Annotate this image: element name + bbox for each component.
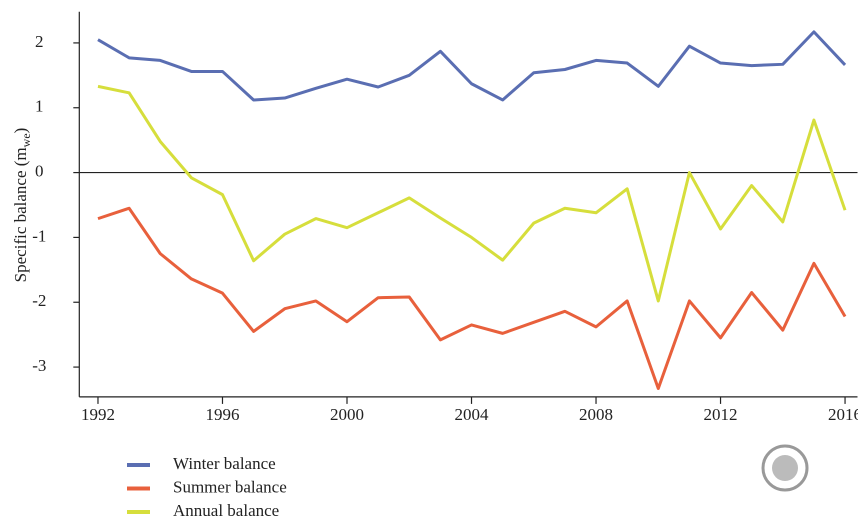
legend-label: Summer balance [173,477,287,496]
y-tick-label: 2 [35,32,44,51]
x-tick-label: 2004 [455,405,490,424]
logo [761,444,809,492]
legend-label: Annual balance [173,501,279,520]
x-tick-label: 2000 [330,405,364,424]
series-line [97,206,847,390]
y-axis-label: Specific balance (mwe) [11,128,33,283]
series-line [97,84,847,303]
y-tick-label: 0 [35,161,44,180]
x-tick-label: 1996 [205,405,239,424]
y-tick-label: -3 [32,356,46,375]
series-line [97,30,847,102]
y-tick-label: -2 [32,291,46,310]
x-tick-label: 1992 [81,405,115,424]
x-tick-label: 2012 [704,405,738,424]
y-tick-label: 1 [35,97,44,116]
y-tick-label: -1 [32,226,46,245]
legend-label: Winter balance [173,454,276,473]
x-tick-label: 2016 [828,405,858,424]
x-tick-label: 2008 [579,405,613,424]
